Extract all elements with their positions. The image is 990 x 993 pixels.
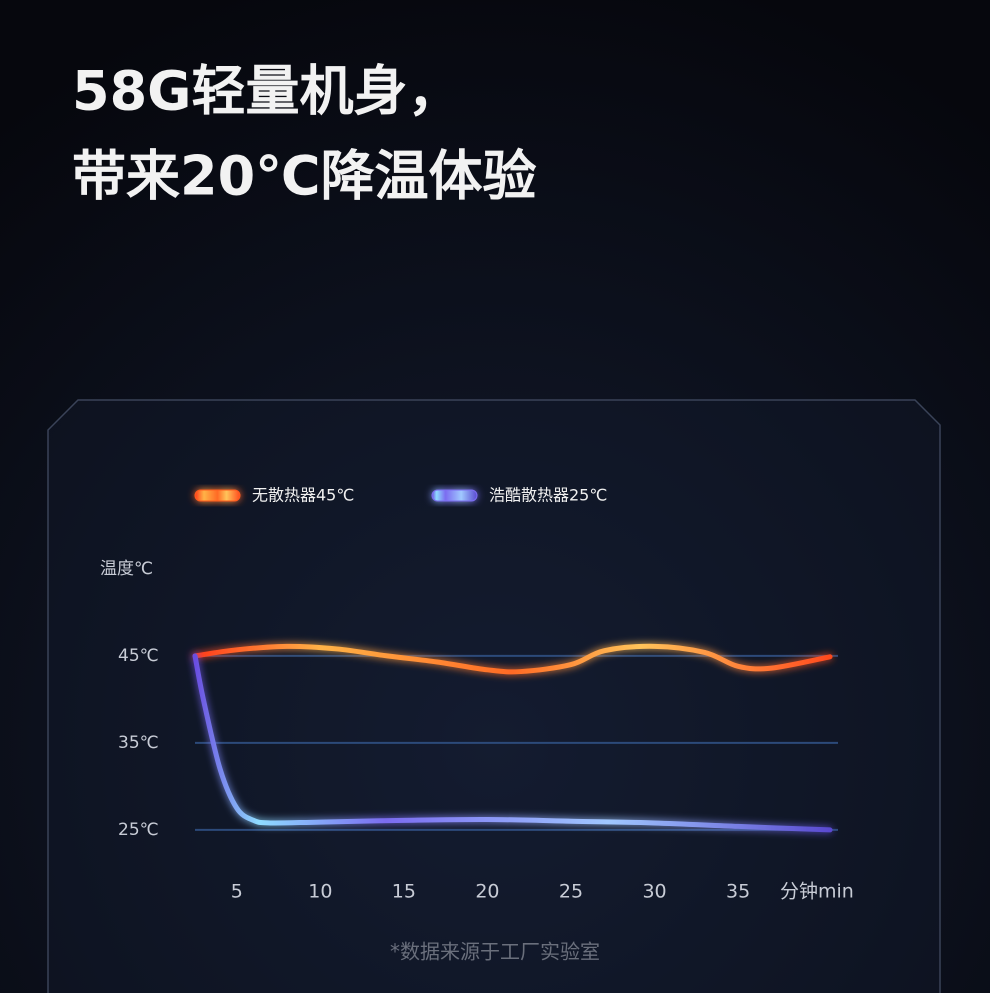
y-tick-label: 25℃ <box>118 820 159 840</box>
x-tick-label: 25 <box>559 881 583 903</box>
x-tick-label: 10 <box>308 881 332 903</box>
y-tick-label: 35℃ <box>118 733 159 753</box>
title-line: 58G轻量机身， <box>72 60 461 123</box>
x-tick-label: 20 <box>475 881 499 903</box>
x-tick-label: 30 <box>642 881 666 903</box>
series-line <box>192 643 833 675</box>
x-axis-label: 分钟min <box>780 881 854 903</box>
source-note: *数据来源于工厂实验室 <box>390 940 600 964</box>
y-axis-label: 温度℃ <box>100 559 153 579</box>
legend-label: 无散热器45℃ <box>252 486 354 505</box>
x-tick-label: 35 <box>726 881 750 903</box>
legend-swatch <box>194 489 241 502</box>
x-tick-label: 15 <box>392 881 416 903</box>
series-line <box>192 653 833 833</box>
legend-label: 浩酷散热器25℃ <box>489 486 607 505</box>
title-line: 带来20℃降温体验 <box>72 145 537 208</box>
x-tick-label: 5 <box>231 881 243 903</box>
legend-swatch <box>431 489 478 502</box>
panel-border <box>47 399 941 993</box>
y-tick-label: 45℃ <box>118 646 159 666</box>
